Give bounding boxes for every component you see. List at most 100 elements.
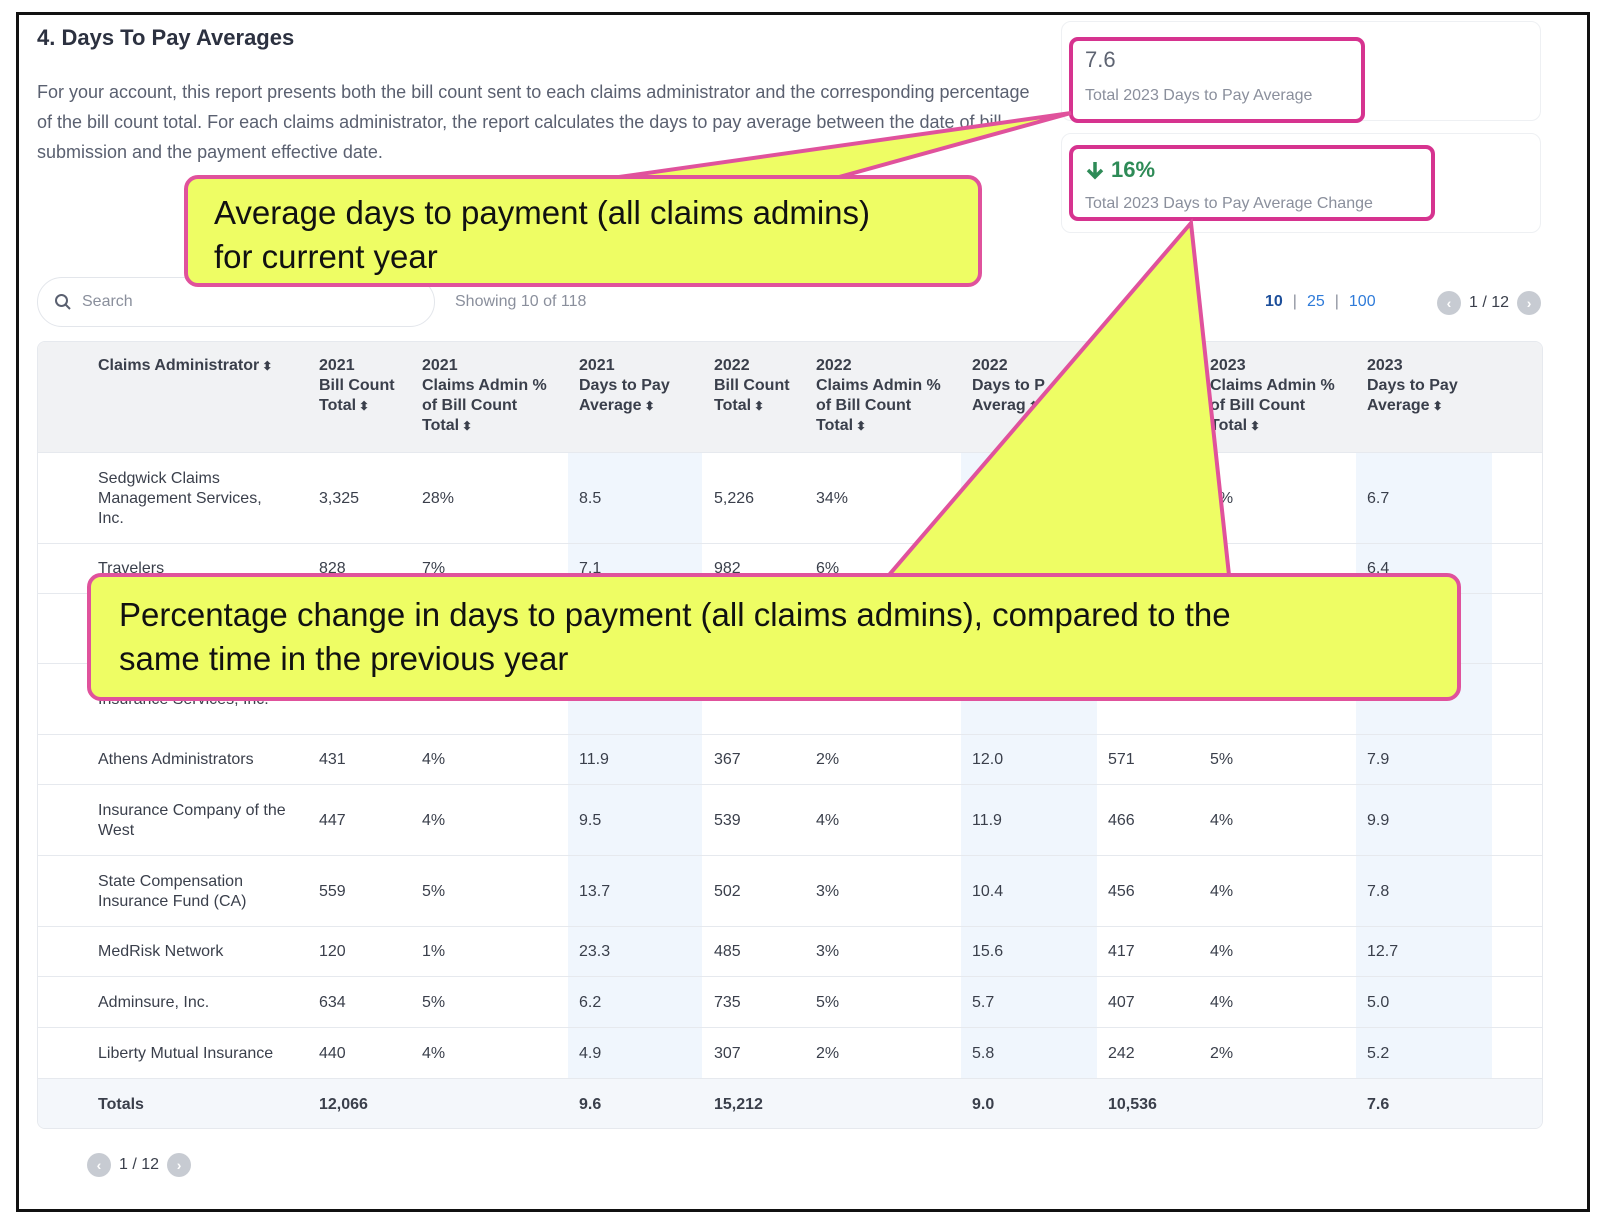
column-header-text: 2022 <box>972 357 1008 374</box>
table-row[interactable]: Adminsure, Inc. 634 5% 6.2 735 5% 5.7 407 4% 5.0 <box>38 976 1542 1027</box>
table-cell: 12.7 <box>1367 942 1398 962</box>
column-header-4[interactable]: 2022 Bill Count Total ⬍ <box>714 356 790 416</box>
cell-text: 10.4 <box>972 883 1004 900</box>
cell-text: 4% <box>1210 943 1234 960</box>
column-header-6[interactable]: 2022 Days to P Averag ⬍ <box>972 356 1045 416</box>
sort-icon[interactable]: ⬍ <box>856 419 867 433</box>
table-cell: 12.0 <box>972 750 1003 770</box>
search-input[interactable] <box>82 293 402 311</box>
sort-icon[interactable]: ⬍ <box>1250 419 1261 433</box>
callout-average-line1: Average days to payment (all claims admi… <box>214 194 871 231</box>
cell-text: 3,325 <box>319 490 360 507</box>
cell-text: 307 <box>714 1045 741 1062</box>
kpi-total-avg-label: Total 2023 Days to Pay Average <box>1085 87 1313 104</box>
arrow-down-icon <box>1086 162 1104 180</box>
sort-icon[interactable]: ⬍ <box>754 399 765 413</box>
table-cell: 307 <box>714 1044 741 1064</box>
sort-icon[interactable]: ⬍ <box>262 359 273 373</box>
next-page-button[interactable]: › <box>1517 291 1542 315</box>
cell-text: Athens Administrators <box>98 751 254 768</box>
cell-text: 6.2 <box>579 994 602 1011</box>
cell-text: 9.6 <box>579 1096 602 1113</box>
prev-page-button-bottom[interactable]: ‹ <box>87 1153 111 1177</box>
table-cell: 10,536 <box>1108 1095 1157 1115</box>
column-header-5[interactable]: 2022 Claims Admin % of Bill Count Total ⬍ <box>816 356 941 436</box>
next-page-button-bottom[interactable]: › <box>167 1153 192 1177</box>
column-header-text: 2023 <box>1367 357 1403 374</box>
cell-text: 5.0 <box>1367 994 1390 1011</box>
table-header: Claims Administrator ⬍ 2021 Bill Count Total… <box>38 342 1542 452</box>
column-header-text: Total ⬍ <box>319 397 370 414</box>
page-size-25[interactable]: 25 <box>1306 293 1325 310</box>
table-row[interactable]: Liberty Mutual Insurance 440 4% 4.9 307 2% 5.8… <box>38 1027 1542 1078</box>
column-header-text: Bill Count <box>319 377 395 394</box>
cell-text: 2% <box>1210 1045 1234 1062</box>
table-cell: 12,066 <box>319 1095 368 1115</box>
table-cell: 5,226 <box>714 489 754 509</box>
cell-text: Inc. <box>98 510 124 527</box>
table-cell: 4% <box>422 811 445 831</box>
sort-icon[interactable]: ⬍ <box>1432 399 1443 413</box>
column-header-text: Average ⬍ <box>579 397 655 414</box>
column-header-8[interactable]: 2023 Claims Admin % of Bill Count Total ⬍ <box>1210 356 1335 436</box>
column-header-text: 2022 <box>816 357 852 374</box>
cell-text: 5.2 <box>1367 1045 1390 1062</box>
cell-text: 8.5 <box>579 490 602 507</box>
table-row[interactable]: Athens Administrators 431 4% 11.9 367 2% 12.0 5… <box>38 734 1542 784</box>
page-size-10[interactable]: 10 <box>1265 293 1283 310</box>
table-row[interactable]: MedRisk Network 120 1% 23.3 485 3% 15.6 417 4% 12… <box>38 926 1542 976</box>
cell-text: MedRisk Network <box>98 943 224 960</box>
cell-text: 559 <box>319 883 346 900</box>
table-row[interactable]: Sedgwick Claims Management Services, Inc. 3… <box>38 452 1542 543</box>
cell-text: State Compensation <box>98 873 243 890</box>
cell-text: Liberty Mutual Insurance <box>98 1045 274 1062</box>
sort-icon[interactable]: ⬍ <box>462 419 473 433</box>
column-header-text: Days to P <box>972 377 1045 394</box>
column-header-3[interactable]: 2021 Days to Pay Average ⬍ <box>579 356 670 416</box>
cell-text: 4% <box>816 812 840 829</box>
sort-icon[interactable]: ⬍ <box>1148 399 1159 413</box>
column-header-text: 2021 <box>579 357 615 374</box>
callout-average-line2: for current year <box>214 238 438 275</box>
cell-text: 6.7 <box>1367 490 1390 507</box>
kpi-total-change-value: 16% <box>1111 157 1156 182</box>
cell-text: 4% <box>1210 490 1234 507</box>
table-row[interactable]: State Compensation Insurance Fund (CA) 559… <box>38 855 1542 926</box>
page-indicator: 1 / 12 <box>1469 294 1510 311</box>
column-header-text: of Bill Count <box>422 397 518 414</box>
cell-text: 571 <box>1108 751 1135 768</box>
table-cell: 539 <box>714 811 741 831</box>
search-icon <box>55 294 71 310</box>
table-cell: 447 <box>319 811 346 831</box>
sort-icon[interactable]: ⬍ <box>644 399 655 413</box>
page-size-100[interactable]: 100 <box>1348 293 1376 310</box>
search-box[interactable] <box>37 277 435 327</box>
column-header-9[interactable]: 2023 Days to Pay Average ⬍ <box>1367 356 1458 416</box>
column-header-text: of Bill Count <box>816 397 912 414</box>
prev-page-button[interactable]: ‹ <box>1437 291 1461 315</box>
callout-change: Percentage change in days to payment (al… <box>87 573 1461 701</box>
column-header-0[interactable]: Claims Administrator ⬍ <box>98 356 272 376</box>
cell-text: 5,226 <box>714 490 755 507</box>
table-cell: 11.9 <box>579 750 609 770</box>
column-header-text: 2022 <box>714 357 750 374</box>
page-indicator-bottom: 1 / 12 <box>119 1156 160 1173</box>
column-header-1[interactable]: 2021 Bill Count Total ⬍ <box>319 356 395 416</box>
separator: | <box>1292 293 1297 310</box>
column-header-2[interactable]: 2021 Claims Admin % of Bill Count Total ⬍ <box>422 356 547 436</box>
table-cell: 5.2 <box>1367 1044 1389 1064</box>
cell-text: 431 <box>319 751 346 768</box>
cell-text: West <box>98 822 135 839</box>
table-row[interactable]: Travelers 828 7% 7.1 982 6% 6.4 <box>38 543 1542 593</box>
sort-icon[interactable]: ⬍ <box>359 399 370 413</box>
cell-text: 5% <box>422 994 446 1011</box>
table-cell: 3,325 <box>319 489 359 509</box>
table-cell: 15.6 <box>972 942 1003 962</box>
table-row[interactable]: Insurance Company of the West 447 4% 9.5 539 4… <box>38 784 1542 855</box>
sort-icon[interactable]: ⬍ <box>1028 399 1039 413</box>
table-cell: 9.9 <box>1367 811 1389 831</box>
table-cell: 7.1 <box>579 559 601 579</box>
column-header-7[interactable]: 2023 Bill Count Total ⬍ <box>1108 356 1184 416</box>
cell-text: 2% <box>816 751 840 768</box>
callout-change-line2: same time in the previous year <box>119 640 569 677</box>
